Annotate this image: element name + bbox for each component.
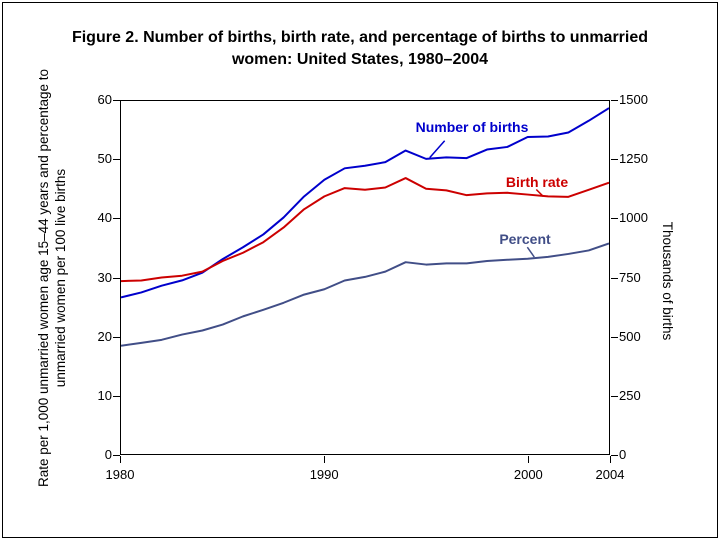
y-axis-left-tick-label: 10 bbox=[97, 387, 112, 403]
y-axis-left-tick bbox=[113, 277, 120, 279]
y-axis-left-tick bbox=[113, 455, 120, 456]
y-axis-left-tick bbox=[113, 100, 120, 101]
y-axis-left-tick bbox=[113, 159, 120, 161]
plot-area bbox=[120, 100, 610, 455]
x-axis-tick bbox=[610, 456, 611, 463]
y-axis-right-tick-label: 1500 bbox=[619, 92, 648, 107]
x-axis-tick-label: 1980 bbox=[105, 467, 135, 482]
y-axis-right-tick bbox=[611, 100, 618, 101]
y-axis-left-tick bbox=[113, 395, 120, 397]
y-axis-left-tick-label: 60 bbox=[97, 92, 112, 107]
series-label-number-of-births: Number of births bbox=[415, 119, 529, 135]
x-axis-tick bbox=[324, 456, 326, 463]
leader-line-percent bbox=[526, 246, 535, 258]
y-axis-left-tick bbox=[113, 336, 120, 338]
x-axis-tick bbox=[120, 456, 121, 463]
y-axis-right-tick bbox=[611, 277, 618, 279]
y-axis-right-tick bbox=[611, 455, 618, 456]
chart-canvas bbox=[121, 107, 609, 347]
leader-line-number-of-births bbox=[429, 140, 446, 159]
y-axis-right-tick-label: 0 bbox=[619, 447, 627, 462]
y-axis-left-tick bbox=[113, 218, 120, 220]
series-line-percent bbox=[121, 242, 609, 347]
y-axis-left-tick-label: 40 bbox=[97, 210, 112, 226]
figure-title: Figure 2. Number of births, birth rate, … bbox=[71, 29, 649, 68]
series-label-percent: Percent bbox=[499, 231, 551, 247]
y-axis-left-tick-label: 20 bbox=[97, 328, 112, 344]
y-axis-right-tick-label: 250 bbox=[619, 387, 641, 403]
x-axis-tick bbox=[528, 456, 530, 463]
x-axis-tick-label: 2000 bbox=[513, 467, 543, 482]
y-axis-left-tick-label: 50 bbox=[97, 151, 112, 167]
y-axis-left-tick-label: 0 bbox=[104, 447, 112, 462]
y-axis-right-tick bbox=[611, 218, 618, 220]
right-axis-title: Thousands of births bbox=[660, 221, 675, 341]
series-line-birth-rate bbox=[121, 177, 609, 283]
y-axis-right-tick bbox=[611, 159, 618, 161]
y-axis-left-tick-label: 30 bbox=[97, 269, 112, 285]
series-line-number-of-births bbox=[121, 107, 609, 299]
y-axis-right-tick bbox=[611, 395, 618, 397]
left-axis-title: Rate per 1,000 unmarried women age 15–44… bbox=[36, 68, 68, 488]
y-axis-right-tick-label: 1250 bbox=[619, 151, 648, 167]
series-label-birth-rate: Birth rate bbox=[505, 174, 569, 190]
x-axis-tick-label: 2004 bbox=[595, 467, 625, 482]
x-axis-tick-label: 1990 bbox=[309, 467, 339, 482]
y-axis-right-tick bbox=[611, 336, 618, 338]
